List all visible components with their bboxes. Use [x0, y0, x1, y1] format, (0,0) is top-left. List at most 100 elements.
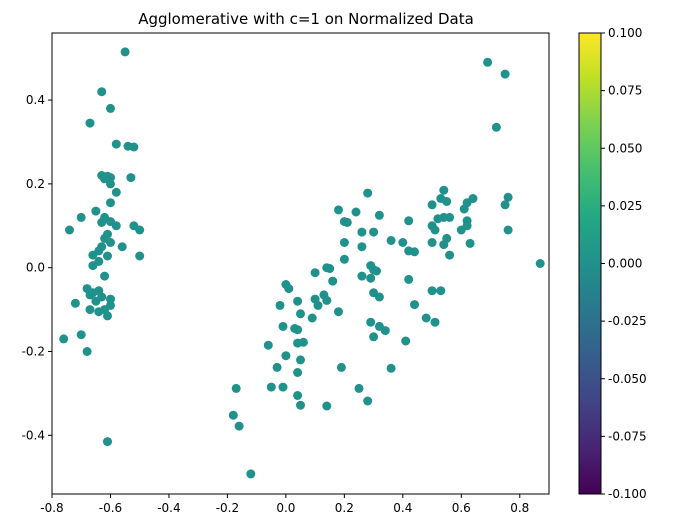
data-point — [296, 355, 305, 365]
data-point — [111, 221, 121, 231]
y-tick-label: 0.2 — [26, 177, 45, 191]
colorbar-tick-label: 0.025 — [608, 199, 642, 213]
data-point — [228, 410, 238, 420]
data-point — [339, 254, 349, 264]
data-point — [500, 69, 510, 79]
x-tick-label: 0.0 — [276, 501, 295, 515]
data-point — [322, 401, 332, 411]
data-point — [246, 469, 256, 479]
data-point — [100, 271, 110, 281]
data-point — [296, 400, 305, 410]
colorbar-tick-label: -0.100 — [608, 487, 647, 501]
data-point — [351, 207, 361, 217]
data-point — [111, 187, 121, 197]
data-point — [82, 347, 92, 356]
data-point — [336, 362, 346, 372]
data-point — [88, 250, 98, 260]
data-point — [328, 276, 338, 286]
data-point — [106, 294, 115, 304]
data-point — [91, 206, 101, 216]
data-point — [111, 139, 121, 149]
x-tick-label: 0.8 — [510, 501, 529, 515]
data-point — [234, 421, 244, 431]
data-point — [398, 238, 408, 247]
x-tick-label: -0.2 — [216, 501, 239, 515]
data-point — [310, 268, 320, 278]
data-point — [433, 214, 443, 224]
x-tick-label: -0.8 — [40, 501, 63, 515]
data-point — [103, 437, 112, 447]
data-point — [401, 336, 411, 346]
data-point — [272, 362, 282, 372]
data-point — [427, 286, 437, 296]
data-point — [307, 313, 317, 323]
data-point — [445, 250, 455, 260]
data-point — [363, 188, 373, 198]
data-point — [266, 382, 276, 392]
data-point — [354, 383, 364, 393]
data-point — [404, 216, 414, 226]
data-point — [421, 313, 431, 323]
data-point — [430, 225, 440, 235]
colorbar-tick-label: -0.075 — [608, 429, 647, 443]
colorbar-tick-label: -0.050 — [608, 372, 647, 386]
x-tick-label: 0.2 — [335, 501, 354, 515]
data-point — [97, 87, 107, 97]
data-point — [76, 330, 86, 340]
data-point — [275, 300, 285, 310]
data-points — [59, 47, 545, 479]
colorbar-tick-label: 0.075 — [608, 84, 642, 98]
data-point — [129, 142, 139, 152]
data-point — [445, 212, 455, 222]
colorbar-tick-label: 0.100 — [608, 26, 642, 40]
data-point — [296, 309, 305, 319]
colorbar: -0.100 -0.075 -0.050 -0.025 0.000 0.025 0.050 0… — [578, 26, 647, 501]
colorbar-tick-label: 0.000 — [608, 257, 642, 271]
data-point — [284, 284, 294, 294]
data-point — [386, 236, 396, 245]
data-point — [456, 225, 466, 235]
data-point — [100, 174, 110, 184]
data-point — [427, 238, 437, 247]
data-point — [85, 290, 95, 300]
x-tick-label: 0.4 — [393, 501, 412, 515]
data-point — [65, 225, 74, 235]
data-point — [103, 251, 112, 261]
y-tick-label: 0.0 — [26, 261, 45, 275]
data-point — [325, 264, 335, 273]
data-point — [500, 200, 510, 210]
data-point — [357, 227, 367, 237]
data-point — [374, 210, 384, 220]
data-point — [366, 273, 376, 283]
data-point — [439, 185, 449, 195]
data-point — [439, 240, 449, 250]
data-point — [263, 340, 273, 350]
x-axis: -0.8 -0.6 -0.4 -0.2 0.0 0.2 0.4 0.6 0.8 — [40, 494, 529, 515]
data-point — [386, 363, 396, 373]
data-point — [322, 295, 332, 305]
data-point — [535, 259, 545, 268]
colorbar-ticks: -0.100 -0.075 -0.050 -0.025 0.000 0.025 0.050 0… — [601, 26, 647, 501]
data-point — [106, 238, 115, 247]
data-point — [366, 317, 376, 327]
axes-frame — [51, 32, 550, 495]
data-point — [334, 307, 343, 317]
data-point — [120, 47, 130, 57]
chart-title: Agglomerative with c=1 on Normalized Dat… — [138, 10, 474, 28]
data-point — [135, 251, 145, 261]
data-point — [410, 247, 419, 257]
y-tick-label: -0.4 — [22, 428, 45, 442]
data-point — [106, 198, 115, 208]
data-point — [313, 300, 323, 310]
data-point — [94, 307, 104, 317]
y-axis: -0.4 -0.2 0.0 0.2 0.4 — [22, 93, 52, 442]
data-point — [135, 225, 145, 235]
data-point — [339, 238, 349, 247]
x-tick-label: -0.6 — [99, 501, 122, 515]
data-point — [372, 266, 381, 276]
data-point — [380, 326, 390, 336]
data-point — [442, 197, 452, 206]
data-point — [430, 317, 440, 327]
data-point — [293, 391, 303, 400]
data-point — [342, 217, 352, 227]
